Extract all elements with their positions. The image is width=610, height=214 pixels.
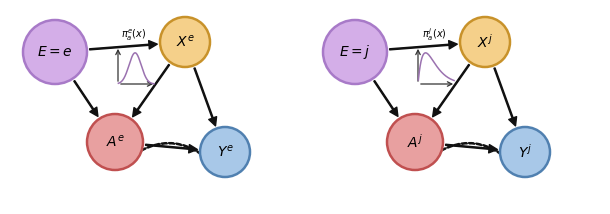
Circle shape bbox=[23, 20, 87, 84]
FancyArrowPatch shape bbox=[374, 81, 398, 116]
Circle shape bbox=[87, 114, 143, 170]
Circle shape bbox=[460, 17, 510, 67]
FancyArrowPatch shape bbox=[146, 144, 197, 153]
Circle shape bbox=[387, 114, 443, 170]
FancyArrowPatch shape bbox=[194, 68, 217, 126]
Text: $X^e$: $X^e$ bbox=[176, 34, 195, 50]
Circle shape bbox=[500, 127, 550, 177]
Text: $Y^j$: $Y^j$ bbox=[518, 143, 532, 161]
Text: $\pi^j_a(x)$: $\pi^j_a(x)$ bbox=[422, 26, 447, 43]
Text: $X^j$: $X^j$ bbox=[477, 33, 493, 51]
Circle shape bbox=[323, 20, 387, 84]
Circle shape bbox=[160, 17, 210, 67]
FancyArrowPatch shape bbox=[74, 81, 98, 116]
FancyArrowPatch shape bbox=[117, 143, 224, 175]
Text: $E=e$: $E=e$ bbox=[37, 45, 73, 59]
Circle shape bbox=[200, 127, 250, 177]
FancyArrowPatch shape bbox=[132, 64, 170, 117]
FancyArrowPatch shape bbox=[432, 64, 470, 117]
FancyArrowPatch shape bbox=[417, 143, 523, 175]
FancyArrowPatch shape bbox=[445, 144, 497, 153]
Text: $A^j$: $A^j$ bbox=[407, 133, 423, 151]
Text: $\pi^e_a(x)$: $\pi^e_a(x)$ bbox=[121, 28, 146, 43]
Text: $E=j$: $E=j$ bbox=[339, 43, 371, 61]
Text: $A^e$: $A^e$ bbox=[106, 134, 124, 150]
FancyArrowPatch shape bbox=[494, 68, 517, 126]
FancyArrowPatch shape bbox=[390, 41, 458, 50]
Text: $Y^e$: $Y^e$ bbox=[217, 144, 234, 160]
FancyArrowPatch shape bbox=[90, 41, 157, 50]
